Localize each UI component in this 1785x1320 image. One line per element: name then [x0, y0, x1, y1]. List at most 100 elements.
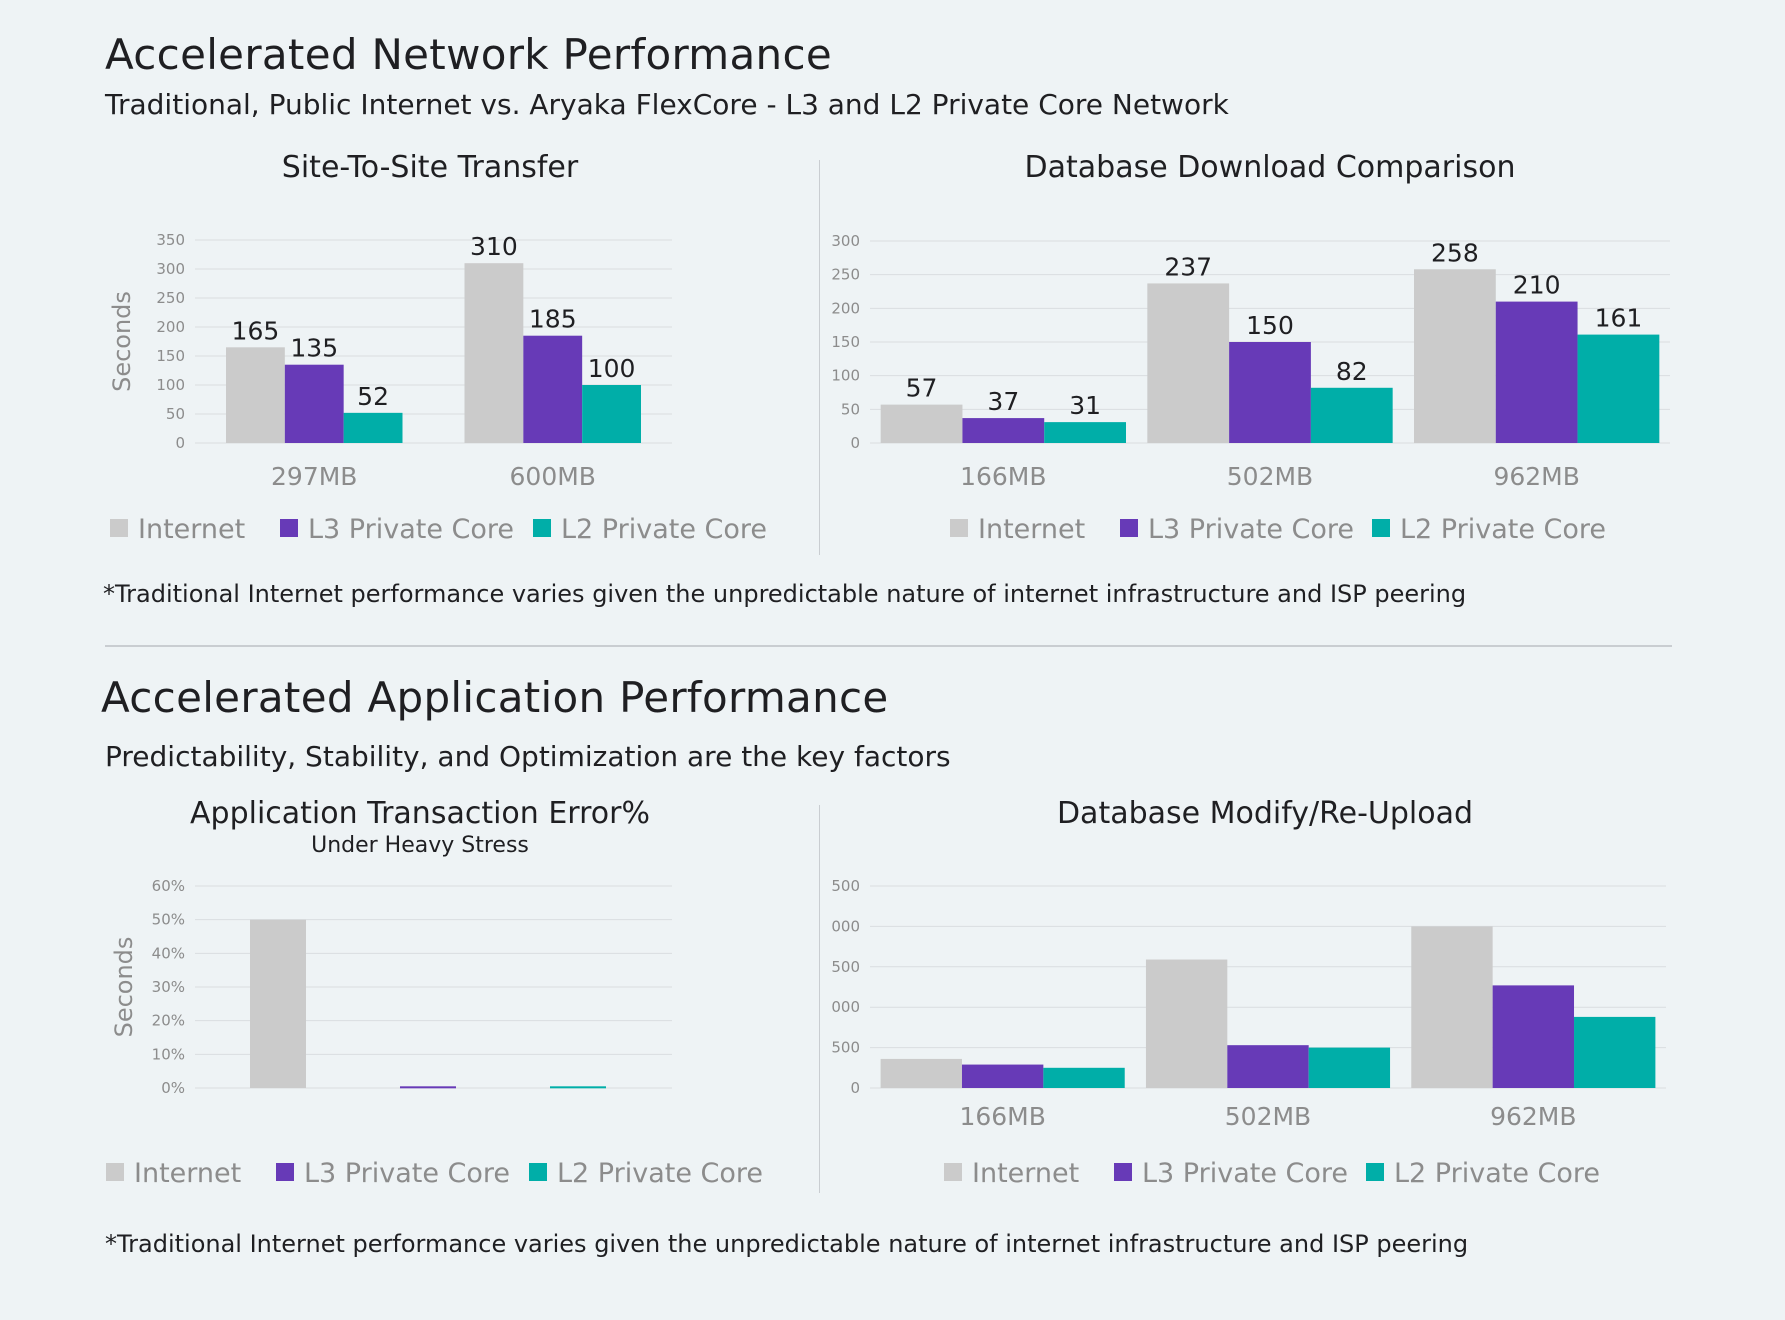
- bar-l2: [1044, 422, 1126, 443]
- y-tick-label: 20%: [152, 1012, 185, 1030]
- data-label: 237: [1164, 252, 1212, 281]
- data-label: 258: [1431, 238, 1479, 267]
- chart-db-modify: 05001000150020002500Seconds166MB502MB962…: [830, 877, 1666, 1189]
- bar-l3: [1229, 342, 1311, 443]
- bar-l2: [1574, 1016, 1656, 1088]
- legend-swatch: [533, 519, 551, 537]
- category-label: 297MB: [271, 462, 357, 491]
- y-tick-label: 0%: [161, 1079, 185, 1097]
- data-label: 57: [906, 374, 938, 403]
- bar-internet: [464, 263, 524, 443]
- data-label: 52: [357, 382, 389, 411]
- section-subtitle-application: Predictability, Stability, and Optimizat…: [105, 740, 951, 773]
- legend-label: Internet: [134, 1158, 241, 1189]
- section-title-application: Accelerated Application Performance: [101, 673, 889, 722]
- category-label: 962MB: [1493, 462, 1579, 491]
- legend-swatch: [110, 519, 128, 537]
- data-label: 31: [1069, 391, 1101, 420]
- y-tick-label: 0: [175, 434, 185, 452]
- y-tick-label: 30%: [152, 978, 185, 996]
- bar-l2: [1310, 387, 1393, 443]
- legend-swatch: [1366, 1163, 1384, 1181]
- data-label: 37: [987, 387, 1019, 416]
- legend-label: L2 Private Core: [1394, 1158, 1600, 1189]
- legend-swatch: [944, 1163, 962, 1181]
- legend-swatch: [1120, 519, 1138, 537]
- legend-label: L3 Private Core: [1148, 514, 1354, 545]
- legend-label: L2 Private Core: [1400, 514, 1606, 545]
- data-label: 100: [588, 354, 636, 383]
- y-tick-label: 500: [831, 1039, 860, 1057]
- section-title-network: Accelerated Network Performance: [105, 30, 833, 79]
- bar-l3: [1495, 301, 1578, 443]
- bar-l3: [1492, 985, 1575, 1088]
- legend-swatch: [276, 1163, 294, 1181]
- y-tick-label: 1500: [830, 958, 860, 976]
- chart-title-db-download: Database Download Comparison: [1024, 150, 1516, 185]
- bar-internet: [226, 347, 285, 443]
- bar-l2: [582, 385, 641, 443]
- legend-swatch: [1372, 519, 1390, 537]
- category-label: 962MB: [1490, 1102, 1576, 1131]
- bar-l3: [523, 335, 583, 443]
- y-tick-label: 60%: [152, 877, 185, 895]
- data-label: 165: [232, 316, 280, 345]
- data-label: 310: [470, 232, 518, 261]
- chart-app-error: 0% 10% 20% 30% 40% 50% 60% Seconds Internet L3 Pr…: [106, 877, 763, 1189]
- bar-internet: [250, 919, 306, 1088]
- legend-label: L2 Private Core: [561, 514, 767, 545]
- legend-swatch: [1114, 1163, 1132, 1181]
- bar-l2: [550, 1086, 606, 1089]
- data-label: 210: [1513, 271, 1561, 300]
- category-label: 600MB: [510, 462, 596, 491]
- y-axis-label: Seconds: [108, 291, 136, 392]
- category-label: 502MB: [1225, 1102, 1311, 1131]
- y-tick-label: 0: [850, 1079, 860, 1097]
- legend-label: Internet: [978, 514, 1085, 545]
- legend-swatch: [280, 519, 298, 537]
- y-tick-label: 0: [850, 434, 860, 452]
- y-tick-label: 2500: [830, 877, 860, 895]
- category-label: 166MB: [960, 462, 1046, 491]
- y-tick-label: 350: [156, 231, 185, 249]
- bar-l3: [962, 418, 1045, 443]
- vertical-divider-bottom: [819, 805, 820, 1193]
- bar-l2: [343, 412, 403, 443]
- legend-swatch: [106, 1163, 124, 1181]
- bar-internet: [1145, 959, 1228, 1088]
- y-tick-label: 1000: [830, 998, 860, 1016]
- footnote-network: *Traditional Internet performance varies…: [103, 580, 1467, 608]
- y-tick-label: 50%: [152, 911, 185, 929]
- chart-title-site-transfer: Site-To-Site Transfer: [281, 150, 579, 185]
- vertical-divider-top: [819, 160, 820, 555]
- footnote-application: *Traditional Internet performance varies…: [105, 1230, 1469, 1258]
- y-tick-label: 50: [841, 400, 860, 418]
- legend-swatch: [529, 1163, 547, 1181]
- data-label: 135: [290, 334, 338, 363]
- data-label: 150: [1246, 311, 1294, 340]
- bar-internet: [1414, 269, 1496, 443]
- bar-internet: [880, 1058, 962, 1088]
- y-tick-label: 150: [831, 333, 860, 351]
- legend-label: Internet: [138, 514, 245, 545]
- bar-l3: [961, 1064, 1044, 1088]
- y-tick-label: 300: [831, 232, 860, 250]
- y-tick-label: 150: [156, 347, 185, 365]
- data-label: 82: [1336, 357, 1368, 386]
- y-tick-label: 200: [831, 299, 860, 317]
- chart-site-transfer: 0 50 100 150 200 250 300 350 Seconds 165 135 52 297M…: [108, 231, 767, 545]
- data-label: 161: [1595, 304, 1643, 333]
- bar-internet: [1147, 283, 1230, 443]
- y-axis-label: Seconds: [110, 937, 138, 1038]
- bar-l2: [1043, 1067, 1125, 1088]
- chart-db-download: 050100150200250300Seconds573731166MB2371…: [831, 232, 1670, 545]
- category-label: 166MB: [959, 1102, 1045, 1131]
- y-tick-label: 50: [166, 405, 185, 423]
- bar-l3: [284, 364, 344, 443]
- category-label: 502MB: [1227, 462, 1313, 491]
- y-tick-label: 100: [156, 376, 185, 394]
- y-tick-label: 300: [156, 260, 185, 278]
- section-subtitle-network: Traditional, Public Internet vs. Aryaka …: [105, 88, 1229, 121]
- y-tick-label: 250: [156, 289, 185, 307]
- legend-label: L3 Private Core: [308, 514, 514, 545]
